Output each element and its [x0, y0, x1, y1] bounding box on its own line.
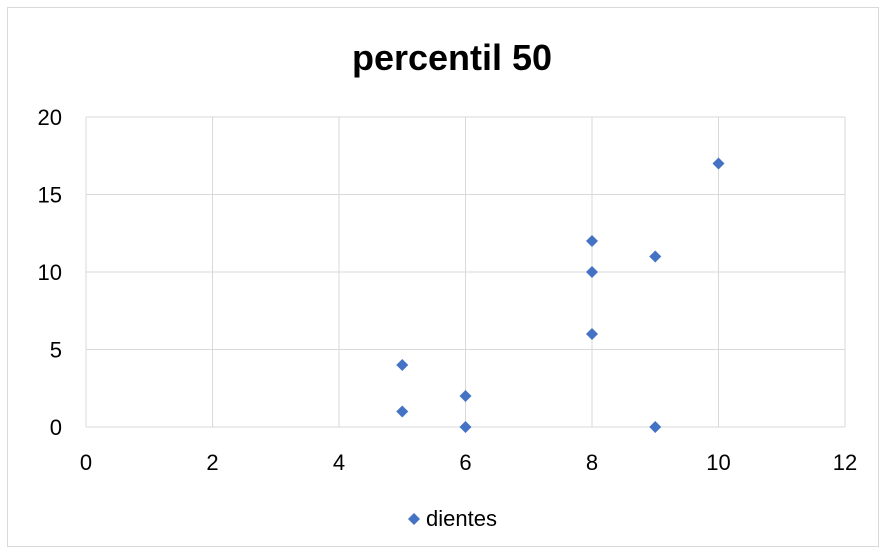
- x-tick-label: 12: [833, 450, 857, 475]
- y-tick-label: 20: [38, 105, 62, 130]
- legend-marker-dientes: [408, 513, 420, 525]
- x-tick-label: 4: [333, 450, 345, 475]
- y-axis-ticks: 0 5 10 15 20: [38, 105, 62, 440]
- x-tick-label: 8: [586, 450, 598, 475]
- data-point: [586, 266, 598, 278]
- data-point: [459, 421, 472, 433]
- x-axis-ticks: 0 2 4 6 8 10 12: [80, 450, 857, 475]
- y-tick-label: 10: [38, 260, 62, 285]
- legend: dientes: [408, 506, 497, 531]
- data-point: [649, 421, 662, 433]
- data-point: [712, 157, 725, 170]
- data-point: [649, 250, 662, 263]
- data-points: [396, 157, 725, 433]
- data-point: [586, 235, 598, 247]
- data-point: [396, 405, 409, 418]
- chart-frame: [7, 7, 879, 547]
- legend-label-dientes: dientes: [426, 506, 497, 531]
- x-tick-label: 2: [206, 450, 218, 475]
- data-point: [396, 359, 409, 371]
- y-tick-label: 0: [50, 415, 62, 440]
- x-tick-label: 0: [80, 450, 92, 475]
- data-point: [459, 390, 472, 402]
- x-tick-label: 6: [459, 450, 471, 475]
- data-point: [586, 328, 598, 340]
- y-tick-label: 5: [50, 338, 62, 363]
- grid-lines: [85, 116, 846, 428]
- x-tick-label: 10: [706, 450, 730, 475]
- y-tick-label: 15: [38, 183, 62, 208]
- chart-title: percentil 50: [352, 37, 552, 78]
